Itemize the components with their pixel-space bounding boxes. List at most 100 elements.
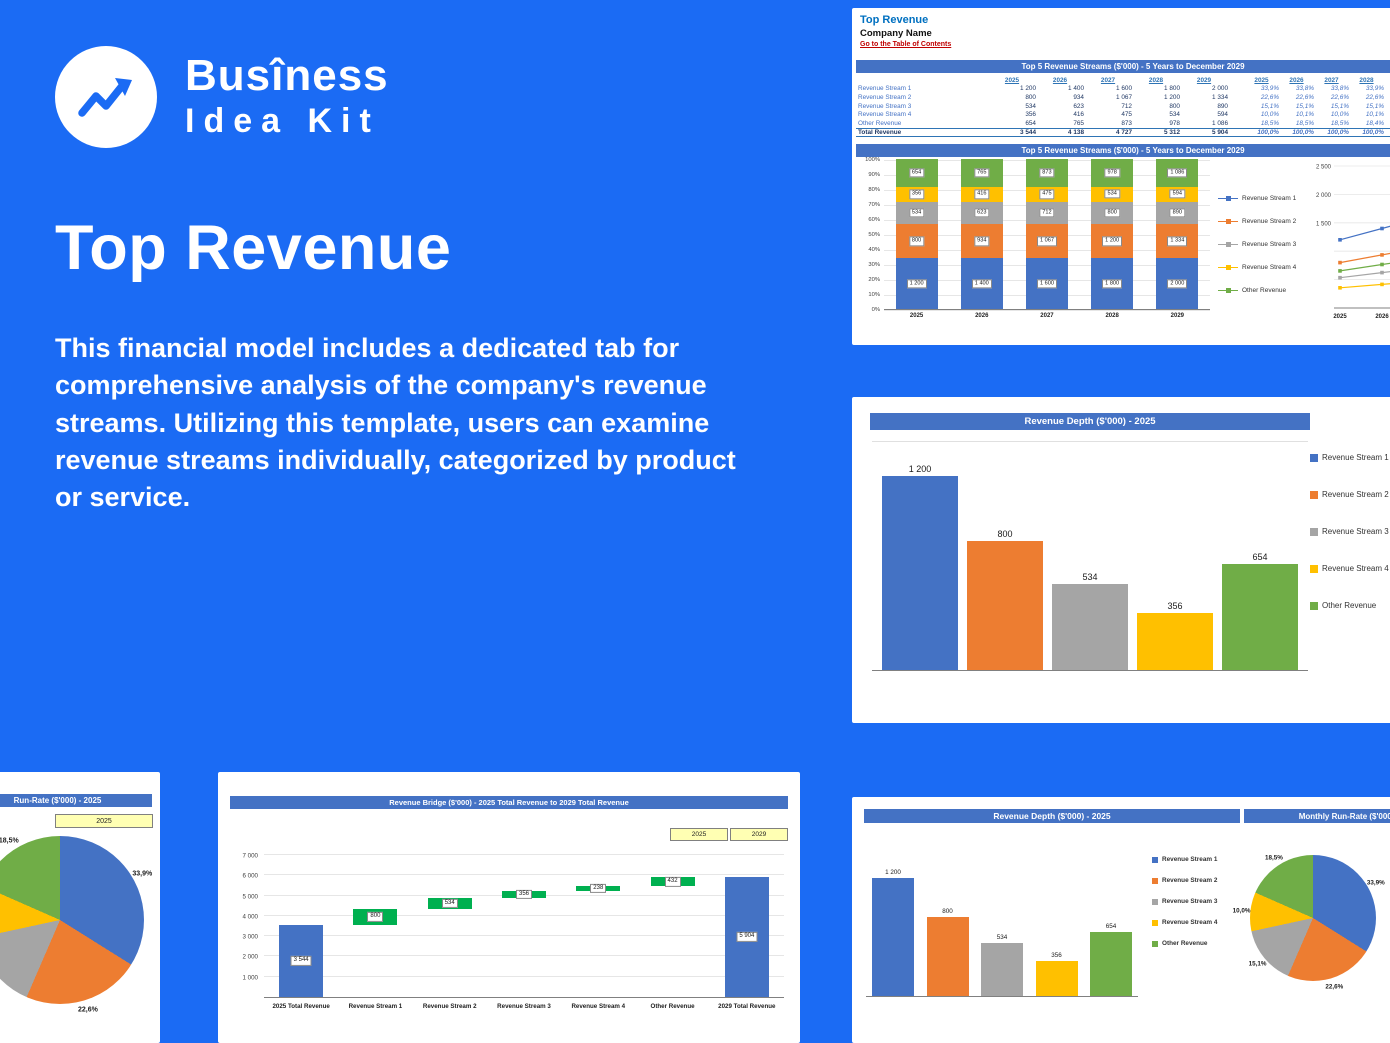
svg-text:1 500: 1 500	[1316, 221, 1332, 227]
y-tick-label: 0%	[871, 307, 880, 313]
stacked-segment: 1 200	[1091, 224, 1134, 259]
stacked-segment: 534	[895, 201, 938, 225]
segment-value-label: 1 086	[1167, 168, 1188, 178]
bar-value-label: 1 200	[908, 464, 932, 475]
value-cell: 1 334	[1212, 93, 1228, 101]
stacked-segment: 416	[960, 186, 1003, 202]
revenue-streams-table: 2025 2026 2027 2028 2029 2025 2026 2027 2028 Reve…	[856, 76, 1390, 138]
y-tick-label: 20%	[868, 277, 880, 283]
revenue-line-chart: 2 500 2 000 1 500 2025 2026	[1310, 162, 1390, 338]
x-tick-label: 2025 Total Revenue	[272, 1003, 330, 1010]
gridline	[264, 854, 784, 855]
y-tick-label: 80%	[868, 187, 880, 193]
run-rate-header-bar: Run-Rate ($'000) - 2025	[0, 794, 152, 807]
gridline	[264, 935, 784, 937]
segment-value-label: 873	[1039, 168, 1055, 178]
segment-value-label: 978	[1104, 168, 1120, 178]
x-tick-label: 2025	[909, 313, 924, 319]
segment-value-label: 800	[908, 236, 925, 246]
value-cell: 4 727	[1116, 128, 1132, 136]
stacked-segment: 1 600	[1025, 258, 1068, 309]
legend-label: Revenue Stream 2	[1322, 490, 1389, 499]
value-cell: 800	[1169, 102, 1180, 110]
table-row: Total Revenue 3 544 4 138 4 727 5 312 5 904 10…	[856, 127, 1390, 138]
stacked-segment: 800	[1091, 201, 1134, 225]
segment-value-label: 654	[908, 168, 925, 178]
bar	[981, 943, 1023, 996]
pct-cell: 33,8%	[1330, 85, 1349, 93]
pie-slice-label: 22,6%	[1325, 983, 1344, 991]
stacked-segment: 800	[895, 224, 938, 259]
pct-cell: 15,1%	[1295, 102, 1314, 110]
bar	[872, 877, 914, 996]
legend-label: Other Revenue	[1242, 287, 1287, 294]
legend-marker	[1225, 288, 1231, 293]
stacked-chart-legend: Revenue Stream 1 Revenue Stream 2 Revenue …	[1218, 194, 1296, 309]
legend-marker	[1225, 196, 1231, 201]
bar	[926, 917, 969, 996]
value-cell: 1 200	[1020, 85, 1036, 93]
legend-label: Revenue Stream 1	[1242, 195, 1297, 202]
stacked-segment: 712	[1025, 201, 1068, 225]
row-label-cell: Revenue Stream 2	[858, 93, 912, 101]
value-cell: 356	[1025, 111, 1036, 119]
year-header-cell: 2025	[1004, 76, 1020, 84]
bar-column: 356	[1137, 442, 1213, 670]
table-row: Revenue Stream 3 534 623 712 800 890 15,1% 15,1…	[856, 102, 1390, 111]
stacked-segment: 1 200	[895, 258, 938, 309]
pct-cell: 22,6%	[1260, 93, 1279, 101]
value-cell: 623	[1073, 102, 1084, 110]
legend-label: Revenue Stream 1	[1322, 453, 1389, 462]
pct-cell: 100,0%	[1327, 128, 1349, 136]
y-tick-label: 70%	[868, 202, 880, 208]
pct-cell: 22,6%	[1365, 93, 1384, 101]
value-cell: 2 000	[1212, 85, 1228, 93]
toc-link[interactable]: Go to the Table of Contents	[860, 41, 952, 48]
legend-swatch-icon	[1310, 490, 1318, 499]
stacked-segment: 2 000	[1156, 258, 1199, 309]
value-cell: 873	[1121, 119, 1132, 127]
pie-slice-label: 33,9%	[1366, 879, 1385, 887]
bar	[1052, 583, 1128, 670]
revenue-table-header-bar: Top 5 Revenue Streams ($'000) - 5 Years …	[856, 60, 1390, 73]
stacked-segment: 534	[1091, 186, 1134, 202]
legend-label: Revenue Stream 3	[1242, 241, 1297, 248]
page-description: This financial model includes a dedicate…	[55, 333, 736, 512]
stacked-segment: 475	[1025, 186, 1068, 202]
bridge-header-bar: Revenue Bridge ($'000) - 2025 Total Reve…	[230, 796, 788, 809]
bridge-start-year-selector[interactable]: 2025	[670, 828, 728, 841]
bar	[967, 540, 1043, 670]
legend-swatch-icon	[1152, 919, 1158, 926]
y-tick-label: 90%	[868, 172, 880, 178]
pct-cell: 10,0%	[1330, 111, 1349, 119]
pie-slice-label: 18,5%	[0, 837, 19, 845]
bridge-bar-label: 5 904	[736, 932, 758, 943]
bar	[1090, 931, 1132, 996]
value-cell: 534	[1025, 102, 1036, 110]
sheet-title: Top Revenue	[860, 14, 929, 26]
y-tick-label: 5 000	[242, 893, 258, 901]
legend-marker	[1225, 219, 1231, 224]
x-tick-label: Other Revenue	[650, 1003, 695, 1010]
bar-value-label: 356	[1167, 600, 1183, 611]
bar	[1222, 564, 1298, 670]
pct-cell: 10,0%	[1260, 111, 1279, 119]
value-cell: 416	[1073, 111, 1084, 119]
revenue-bridge-panel: Revenue Bridge ($'000) - 2025 Total Reve…	[218, 772, 800, 1043]
y-tick-label: 10%	[868, 292, 880, 298]
table-row: Other Revenue 654 765 873 978 1 086 18,5% 18,5%…	[856, 119, 1390, 128]
value-cell: 1 067	[1116, 93, 1132, 101]
segment-value-label: 1 600	[1036, 278, 1057, 289]
x-tick-label: 2029 Total Revenue	[718, 1003, 776, 1010]
segment-value-label: 623	[974, 208, 990, 218]
bridge-end-year-selector[interactable]: 2029	[730, 828, 788, 841]
legend-swatch-icon	[1310, 453, 1318, 462]
legend-marker	[1225, 265, 1231, 270]
segment-value-label: 765	[974, 168, 990, 178]
year-selector[interactable]: 2025	[55, 814, 153, 828]
stacked-segment: 654	[895, 159, 938, 187]
bar	[1035, 960, 1078, 996]
legend-swatch-icon	[1310, 527, 1318, 536]
segment-value-label: 712	[1039, 208, 1055, 218]
value-cell: 5 312	[1164, 128, 1180, 136]
